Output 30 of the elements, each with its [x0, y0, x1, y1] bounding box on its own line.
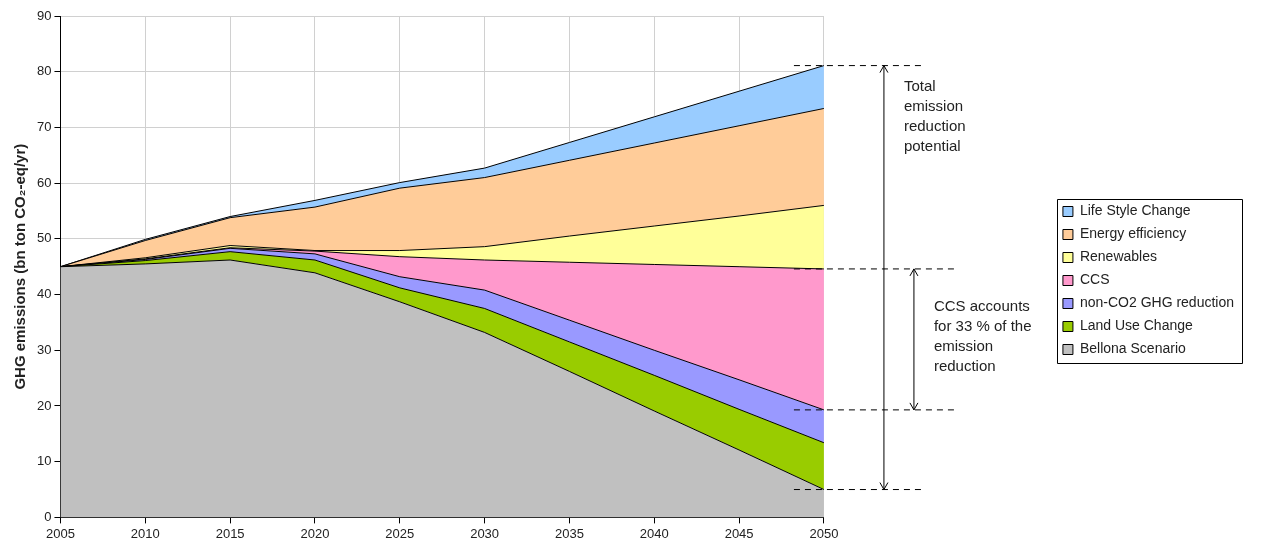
- x-tick-label: 2045: [724, 525, 754, 541]
- y-tick-label: 50: [36, 230, 52, 246]
- y-tick-label: 0: [44, 508, 52, 524]
- y-tick-label: 20: [36, 397, 52, 413]
- y-tick-label: 80: [36, 63, 52, 79]
- text: Total emission reduction potential: [903, 77, 966, 155]
- y-tick-label: 60: [36, 174, 52, 190]
- y-tick-label: 40: [36, 286, 52, 302]
- y-tick-label: 70: [36, 119, 52, 134]
- x-tick-label: 2015: [215, 525, 245, 541]
- legend-label: Renewables: [1079, 248, 1157, 265]
- y-tick-label: 10: [36, 453, 52, 469]
- text: CCS accounts for 33 % of the emission reduction: [933, 297, 1032, 375]
- legend-label: Bellona Scenario: [1079, 340, 1186, 357]
- x-tick-label: 2050: [809, 525, 839, 541]
- x-tick-label: 2020: [300, 525, 330, 541]
- x-tick-label: 2025: [385, 525, 415, 541]
- legend-label: Land Use Change: [1079, 317, 1194, 334]
- legend-label: non-CO2 GHG reduction: [1079, 294, 1235, 311]
- x-tick-label: 2035: [554, 525, 584, 541]
- x-tick-label: 2030: [470, 525, 500, 541]
- legend-label: Life Style Change: [1079, 202, 1191, 219]
- y-tick-label: 30: [36, 341, 52, 357]
- x-tick-label: 2005: [46, 525, 75, 541]
- legend-label: CCS: [1079, 271, 1110, 288]
- y-axis-title: GHG emissions (bn ton CO₂-eq/yr): [11, 143, 29, 390]
- x-tick-label: 2040: [639, 525, 669, 541]
- y-tick-label: 90: [36, 7, 52, 23]
- x-tick-label: 2010: [130, 525, 160, 541]
- legend-label: Energy efficiency: [1079, 225, 1187, 242]
